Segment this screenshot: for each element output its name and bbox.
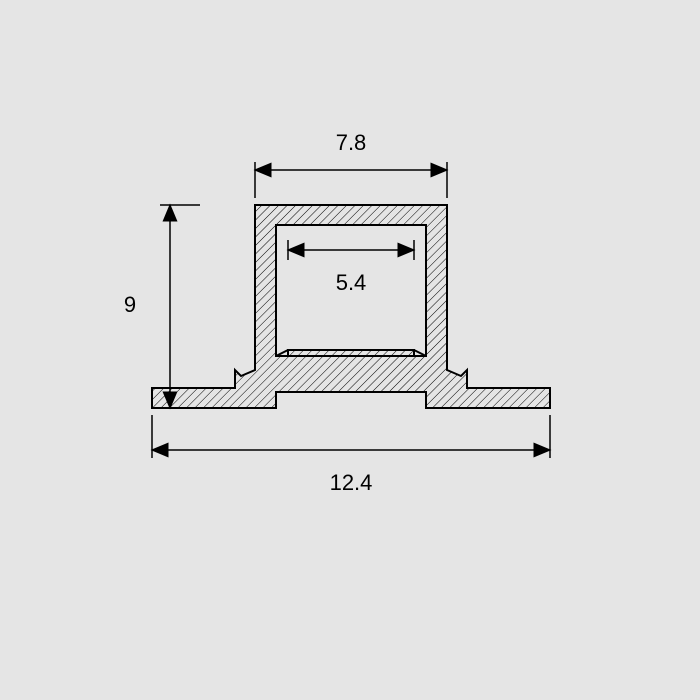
dim-top: 7.8 [255,130,447,198]
dim-inner: 5.4 [288,240,414,295]
dim-bottom: 12.4 [152,415,550,495]
profile-section [152,205,550,408]
drawing-canvas: 7.8 5.4 9 12.4 [0,0,700,700]
dim-top-label: 7.8 [336,130,367,155]
dim-bottom-label: 12.4 [330,470,373,495]
dim-left-label: 9 [124,292,136,317]
dim-left: 9 [124,205,200,408]
dim-inner-label: 5.4 [336,270,367,295]
